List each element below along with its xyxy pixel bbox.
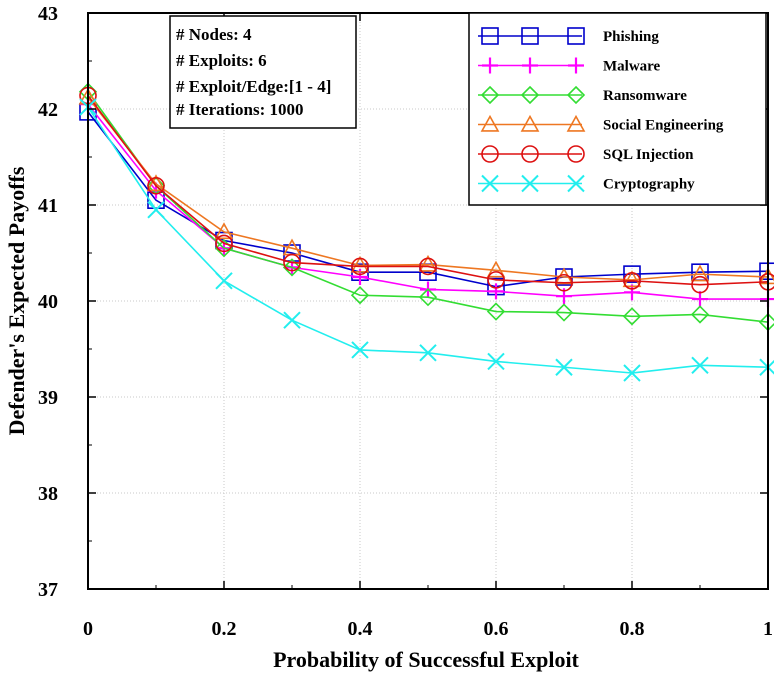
data-point [350, 255, 370, 273]
legend-marker [480, 85, 500, 105]
data-point [486, 260, 506, 278]
legend-item-ransomware: Ransomware [478, 85, 687, 105]
data-point [554, 303, 574, 322]
data-point [555, 273, 573, 292]
data-point [622, 270, 642, 288]
data-point [691, 275, 709, 294]
legend-item-phishing: Phishing [478, 27, 659, 45]
data-point [351, 341, 369, 359]
data-point [488, 283, 504, 300]
x-tick-label: 0 [83, 618, 93, 640]
legend-label: Phishing [603, 29, 659, 45]
y-axis-title: Defender's Expected Payoffs [4, 166, 29, 435]
data-point [418, 254, 438, 272]
info-box: # Nodes: 4 # Exploits: 6 # Exploit/Edge:… [169, 15, 357, 129]
legend-marker [480, 114, 500, 132]
y-tick-label: 41 [38, 195, 58, 217]
data-point [283, 311, 301, 329]
x-tick-label: 1 [763, 618, 773, 640]
y-tick-label: 39 [38, 387, 58, 409]
series-line [87, 91, 769, 323]
info-exploits: # Exploits: 6 [176, 51, 267, 70]
legend-label: Social Engineering [603, 118, 724, 134]
legend: Phishing Malware Ransomware Social Engineer… [468, 12, 767, 206]
y-tick-label: 40 [38, 291, 58, 313]
legend-marker [567, 27, 585, 45]
legend-marker [521, 174, 539, 193]
x-tick-label: 0.4 [348, 618, 373, 640]
y-tick-label: 42 [38, 99, 58, 121]
data-point [214, 222, 234, 240]
legend-label: Ransomware [603, 88, 687, 104]
legend-marker [566, 114, 586, 132]
data-point [487, 271, 505, 289]
legend-marker [482, 57, 498, 74]
legend-item-cryptography: Cryptography [478, 174, 695, 193]
data-point [351, 257, 369, 276]
data-point [486, 302, 506, 321]
series-line [87, 96, 769, 281]
data-point [487, 352, 505, 371]
data-point [282, 258, 302, 277]
info-nodes: # Nodes: 4 [176, 25, 252, 44]
data-point [622, 307, 642, 326]
legend-marker [521, 145, 539, 163]
y-tick-label: 43 [38, 3, 58, 25]
data-point [283, 253, 301, 272]
info-box-frame [169, 15, 357, 129]
data-point [350, 286, 370, 305]
y-tick-label: 38 [38, 483, 58, 505]
series-line [87, 95, 769, 286]
data-point [215, 272, 233, 290]
legend-label: Cryptography [603, 177, 695, 193]
legend-marker [521, 27, 539, 45]
legend-marker [567, 145, 585, 163]
data-point [690, 305, 710, 324]
data-point [418, 288, 438, 307]
info-iterations: # Iterations: 1000 [176, 100, 303, 119]
data-point [623, 272, 641, 290]
info-exploit-edge: # Exploit/Edge:[1 - 4] [176, 77, 331, 96]
data-point [623, 265, 641, 283]
legend-marker [568, 57, 584, 74]
legend-marker [481, 145, 499, 163]
y-tick-label: 37 [38, 579, 58, 601]
data-point [147, 201, 165, 219]
x-axis-title: Probability of Successful Exploit [273, 647, 579, 672]
legend-marker [481, 174, 499, 193]
legend-marker [520, 114, 540, 132]
legend-item-social-engineering: Social Engineering [478, 114, 724, 134]
legend-marker [522, 57, 538, 74]
legend-marker [567, 174, 585, 193]
data-point [146, 174, 166, 192]
series-cryptography [79, 98, 774, 382]
data-point [419, 257, 437, 276]
legend-label: SQL Injection [603, 147, 694, 163]
data-point [690, 264, 710, 282]
x-tick-label: 0.6 [484, 618, 509, 640]
legend-frame [468, 12, 767, 206]
legend-marker [520, 85, 540, 105]
data-point [555, 358, 573, 376]
data-point [623, 364, 641, 382]
data-point [419, 344, 437, 362]
legend-item-malware: Malware [478, 57, 661, 75]
data-point [692, 291, 708, 308]
x-tick-label: 0.2 [212, 618, 237, 640]
legend-item-sql-injection: SQL Injection [478, 145, 694, 163]
data-point [691, 356, 709, 375]
data-point [215, 234, 233, 253]
data-point [147, 177, 165, 195]
x-tick-label: 0.8 [620, 618, 645, 640]
legend-marker [481, 27, 499, 45]
legend-marker [566, 85, 586, 105]
series-group [78, 82, 774, 382]
legend-label: Malware [603, 59, 661, 75]
